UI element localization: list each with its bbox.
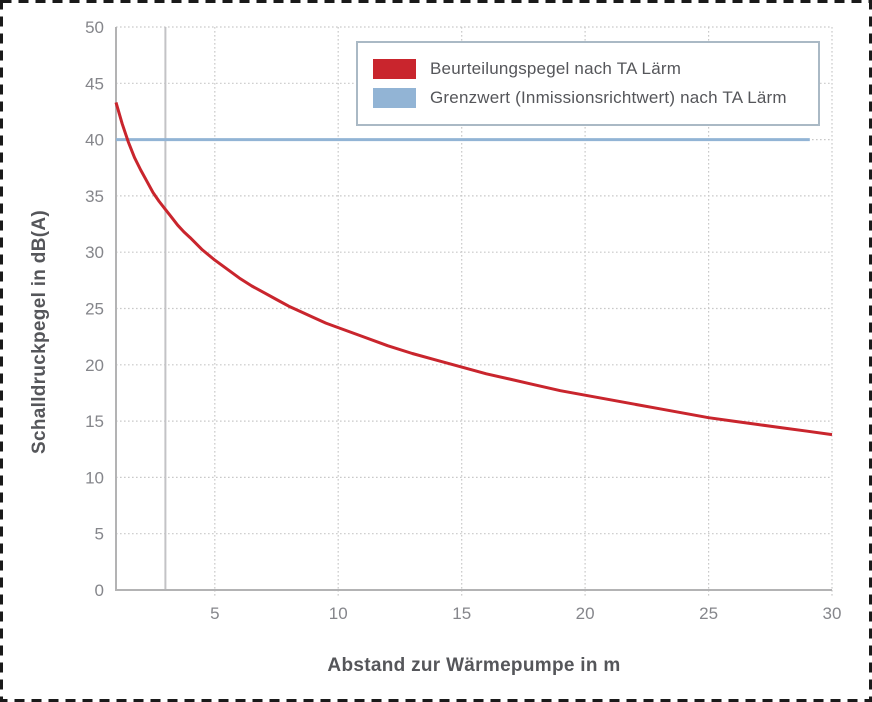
legend-label-beurteilungspegel: Beurteilungspegel nach TA Lärm [430,59,682,78]
x-tick-label: 20 [576,604,595,623]
x-tick-label: 30 [823,604,842,623]
legend-item-beurteilungspegel: Beurteilungspegel nach TA Lärm [373,59,818,79]
y-tick-label: 35 [85,187,104,206]
y-tick-label: 40 [85,131,104,150]
x-tick-label: 25 [699,604,718,623]
y-tick-label: 45 [85,74,104,93]
legend-item-grenzwert: Grenzwert (Inmissionsrichtwert) nach TA … [373,88,818,108]
y-tick-label: 20 [85,356,104,375]
legend-swatch-blue [373,88,416,108]
y-tick-label: 50 [85,18,104,37]
legend: Beurteilungspegel nach TA Lärm Grenzwert… [356,41,820,126]
legend-swatch-red [373,59,416,79]
y-tick-label: 15 [85,412,104,431]
y-tick-label: 5 [95,525,104,544]
y-axis-title: Schalldruckpegel in dB(A) [29,210,50,454]
series-beurteilungspegel [114,101,833,437]
legend-label-grenzwert: Grenzwert (Inmissionsrichtwert) nach TA … [430,88,787,107]
y-tick-label: 10 [85,468,104,487]
y-tick-label: 30 [85,243,104,262]
y-tick-label: 25 [85,300,104,319]
x-tick-label: 5 [210,604,219,623]
x-tick-label: 10 [329,604,348,623]
x-tick-label: 15 [452,604,471,623]
x-axis-title: Abstand zur Wärmepumpe in m [327,655,621,676]
y-tick-label: 0 [95,581,104,600]
